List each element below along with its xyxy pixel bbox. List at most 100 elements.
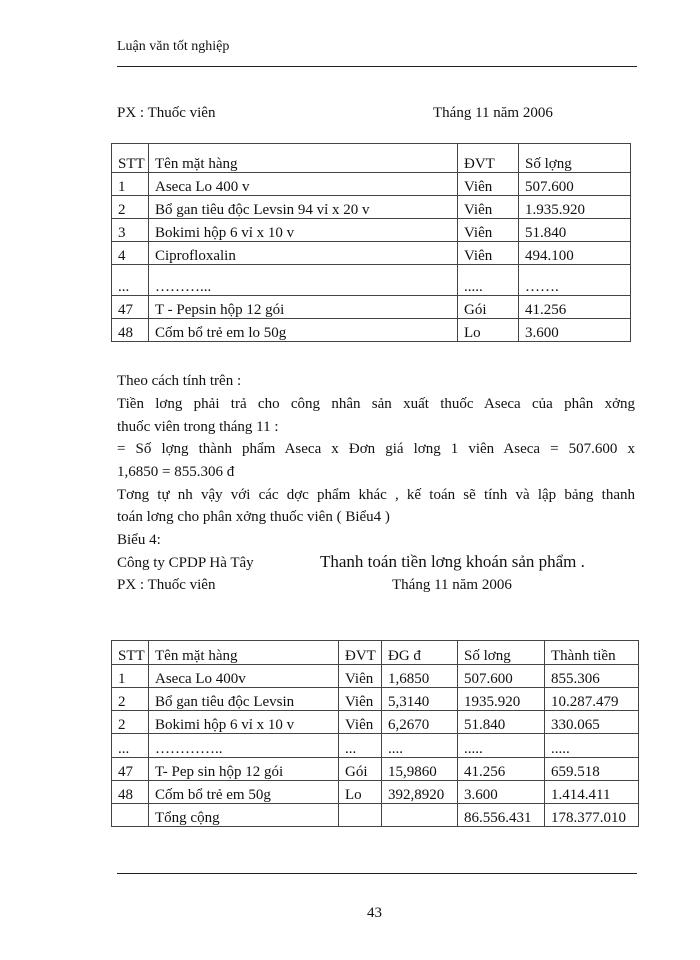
table-row: 47 T - Pepsin hộp 12 gói Gói 41.256 xyxy=(111,295,631,319)
table-cell xyxy=(338,803,382,827)
table-cell xyxy=(111,803,149,827)
para-line: Theo cách tính trên : xyxy=(117,373,242,389)
table-cell: 1 xyxy=(111,172,149,196)
company-name: Công ty CPDP Hà Tây xyxy=(117,555,254,571)
table-cell: Viên xyxy=(338,710,382,734)
column-header: Số lơng xyxy=(457,640,545,665)
table-row: 4 Ciprofloxalin Viên 494.100 xyxy=(111,241,631,265)
table-row: 48 Cốm bổ trẻ em 50g Lo 392,8920 3.600 1.414.… xyxy=(111,780,639,804)
page-number: 43 xyxy=(367,905,382,921)
table-cell: Gói xyxy=(457,295,519,319)
table-cell: 494.100 xyxy=(518,241,631,265)
table-cell: 3.600 xyxy=(518,318,631,342)
table-cell: 2 xyxy=(111,195,149,219)
table-cell: 2 xyxy=(111,687,149,711)
table-row: 2 Bổ gan tiêu độc Levsin Viên 5,3140 1935.92… xyxy=(111,687,639,711)
para-line: Biểu 4: xyxy=(117,532,161,548)
table-cell: 15,9860 xyxy=(381,757,458,781)
table-cell: Bổ gan tiêu độc Levsin xyxy=(148,687,339,711)
table-cell: 3 xyxy=(111,218,149,242)
table-cell: 51.840 xyxy=(518,218,631,242)
table-cell: .... xyxy=(381,733,458,758)
table-cell: Gói xyxy=(338,757,382,781)
table-cell: Lo xyxy=(457,318,519,342)
para-line: Tiền lơng phải trả cho công nhân sản xuấ… xyxy=(117,396,635,412)
table-cell: Lo xyxy=(338,780,382,804)
table-cell: Viên xyxy=(457,172,519,196)
table-cell: Bokimi hộp 6 vỉ x 10 v xyxy=(148,710,339,734)
table-cell: 4 xyxy=(111,241,149,265)
table-cell: Viên xyxy=(457,195,519,219)
period-label-2: Tháng 11 năm 2006 xyxy=(392,577,512,593)
payroll-table: STT Tên mặt hàng ĐVT ĐG đ Số lơng Thành tiền 1… xyxy=(111,640,639,827)
table-row: 1 Aseca Lo 400v Viên 1,6850 507.600 855.306 xyxy=(111,664,639,688)
table-cell: 178.377.010 xyxy=(544,803,639,827)
table-cell: 5,3140 xyxy=(381,687,458,711)
column-header: STT xyxy=(111,143,149,173)
table-cell: ..... xyxy=(457,264,519,296)
table-header-row: STT Tên mặt hàng ĐVT ĐG đ Số lơng Thành tiền xyxy=(111,640,639,665)
table-cell: 1.414.411 xyxy=(544,780,639,804)
table-cell: 51.840 xyxy=(457,710,545,734)
table-cell: ..... xyxy=(544,733,639,758)
table-row: 47 T- Pep sin hộp 12 gói Gói 15,9860 41.256 6… xyxy=(111,757,639,781)
table-row: ...………........……. xyxy=(111,264,631,296)
header-rule xyxy=(117,66,637,67)
table-cell: 2 xyxy=(111,710,149,734)
table-cell: ... xyxy=(338,733,382,758)
table-cell: 392,8920 xyxy=(381,780,458,804)
table-row: 3 Bokimi hộp 6 vỉ x 10 v Viên 51.840 xyxy=(111,218,631,242)
para-line: toán lơng cho phân xởng thuốc viên ( Biể… xyxy=(117,509,390,525)
column-header: ĐVT xyxy=(338,640,382,665)
table-cell: 41.256 xyxy=(518,295,631,319)
table-cell: T- Pep sin hộp 12 gói xyxy=(148,757,339,781)
table-cell: ... xyxy=(111,264,149,296)
table-cell: Viên xyxy=(338,687,382,711)
table-cell: Aseca Lo 400v xyxy=(148,664,339,688)
period-label: Tháng 11 năm 2006 xyxy=(433,105,553,121)
para-line: = Số lợng thành phẩm Aseca x Đơn giá lơn… xyxy=(117,441,635,457)
workshop-label: PX : Thuốc viên xyxy=(117,105,216,121)
table-cell: Cốm bổ trẻ em 50g xyxy=(148,780,339,804)
table-cell: 47 xyxy=(111,757,149,781)
table-header-row: STT Tên mặt hàng ĐVT Số lợng xyxy=(111,143,631,173)
table-cell: 6,2670 xyxy=(381,710,458,734)
table-cell: 330.065 xyxy=(544,710,639,734)
table-cell xyxy=(381,803,458,827)
column-header: Tên mặt hàng xyxy=(148,640,339,665)
table-cell: 1,6850 xyxy=(381,664,458,688)
running-header: Luận văn tốt nghiệp xyxy=(117,39,230,54)
table-cell: 10.287.479 xyxy=(544,687,639,711)
column-header: STT xyxy=(111,640,149,665)
table-cell: 507.600 xyxy=(518,172,631,196)
table-cell: Ciprofloxalin xyxy=(148,241,458,265)
table-cell: 3.600 xyxy=(457,780,545,804)
column-header: Tên mặt hàng xyxy=(148,143,458,173)
table-cell: ..... xyxy=(457,733,545,758)
table-cell: 48 xyxy=(111,780,149,804)
para-line: 1,6850 = 855.306 đ xyxy=(117,464,235,480)
table-row: 2 Bổ gan tiêu độc Levsin 94 vỉ x 20 v Viên… xyxy=(111,195,631,219)
workshop-label-2: PX : Thuốc viên xyxy=(117,577,216,593)
table-cell: 1935.920 xyxy=(457,687,545,711)
table-cell: Viên xyxy=(457,218,519,242)
table-cell: T - Pepsin hộp 12 gói xyxy=(148,295,458,319)
table-cell: 47 xyxy=(111,295,149,319)
table-row: 2 Bokimi hộp 6 vỉ x 10 v Viên 6,2670 51.840 3… xyxy=(111,710,639,734)
table-cell: ………….. xyxy=(148,733,339,758)
table-row: 1 Aseca Lo 400 v Viên 507.600 xyxy=(111,172,631,196)
table-cell: Aseca Lo 400 v xyxy=(148,172,458,196)
sheet-title: Thanh toán tiền lơng khoán sản phẩm . xyxy=(320,552,585,571)
table-row: Tổng cộng 86.556.431 178.377.010 xyxy=(111,803,639,827)
table-cell: ……. xyxy=(518,264,631,296)
table-cell: ... xyxy=(111,733,149,758)
table-cell: Bokimi hộp 6 vỉ x 10 v xyxy=(148,218,458,242)
para-line: Tơng tự nh vậy với các dợc phẩm khác , k… xyxy=(117,487,635,503)
table-cell: Viên xyxy=(457,241,519,265)
footer-rule xyxy=(117,873,637,874)
column-header: Thành tiền xyxy=(544,640,639,665)
column-header: ĐG đ xyxy=(381,640,458,665)
production-table: STT Tên mặt hàng ĐVT Số lợng 1 Aseca Lo 400 v… xyxy=(111,143,631,342)
table-cell: 41.256 xyxy=(457,757,545,781)
